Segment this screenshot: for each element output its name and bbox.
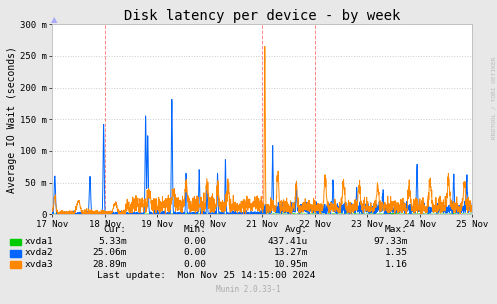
Text: 1.35: 1.35 bbox=[385, 248, 408, 257]
Text: 25.06m: 25.06m bbox=[92, 248, 127, 257]
Text: Max:: Max: bbox=[385, 225, 408, 234]
Text: 0.00: 0.00 bbox=[183, 237, 206, 246]
Title: Disk latency per device - by week: Disk latency per device - by week bbox=[124, 9, 401, 23]
Text: xvda1: xvda1 bbox=[25, 237, 54, 246]
Text: 13.27m: 13.27m bbox=[274, 248, 308, 257]
Text: 97.33m: 97.33m bbox=[373, 237, 408, 246]
Text: 0.00: 0.00 bbox=[183, 260, 206, 269]
Text: RRDTOOL / TOBI OETIKER: RRDTOOL / TOBI OETIKER bbox=[491, 56, 496, 139]
Text: 5.33m: 5.33m bbox=[98, 237, 127, 246]
Text: Cur:: Cur: bbox=[104, 225, 127, 234]
Text: xvda3: xvda3 bbox=[25, 260, 54, 269]
Text: Avg:: Avg: bbox=[285, 225, 308, 234]
Text: 10.95m: 10.95m bbox=[274, 260, 308, 269]
Text: Min:: Min: bbox=[183, 225, 206, 234]
Text: Munin 2.0.33-1: Munin 2.0.33-1 bbox=[216, 285, 281, 294]
Text: 28.89m: 28.89m bbox=[92, 260, 127, 269]
Text: 1.16: 1.16 bbox=[385, 260, 408, 269]
Text: ▲: ▲ bbox=[51, 15, 58, 24]
Text: xvda2: xvda2 bbox=[25, 248, 54, 257]
Text: 0.00: 0.00 bbox=[183, 248, 206, 257]
Text: 437.41u: 437.41u bbox=[268, 237, 308, 246]
Y-axis label: Average IO Wait (seconds): Average IO Wait (seconds) bbox=[7, 46, 17, 193]
Text: Last update:  Mon Nov 25 14:15:00 2024: Last update: Mon Nov 25 14:15:00 2024 bbox=[97, 271, 316, 280]
